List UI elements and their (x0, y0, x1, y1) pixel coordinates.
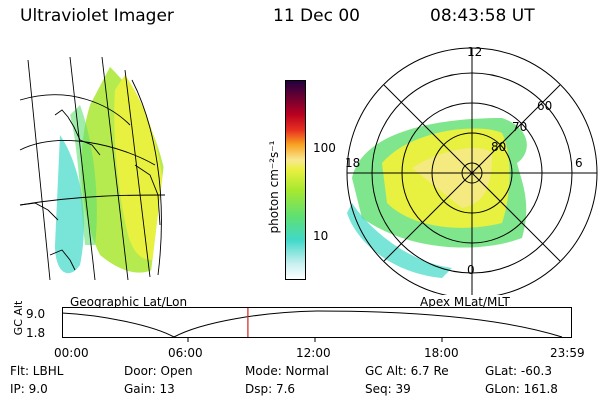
altitude-x-tick-1800: 18:00 (424, 346, 459, 360)
geo-panel-caption: Geographic Lat/Lon (70, 295, 188, 309)
seq-status: Seq: 39 (365, 382, 411, 396)
glon-status: GLon: 161.8 (485, 382, 558, 396)
geo-grid-lines (19, 56, 166, 281)
time-label: 08:43:58 UT (430, 6, 535, 26)
altitude-plot (62, 307, 572, 342)
altitude-y-title: GC Alt (12, 300, 25, 336)
colorbar-unit-label: photon cm⁻²s⁻¹ (267, 140, 281, 234)
altitude-y-tick-9: 9.0 (26, 307, 46, 321)
dsp-status: Dsp: 7.6 (245, 382, 296, 396)
mlt-label-12: 12 (467, 45, 483, 59)
colorbar-tick-100: 100 (313, 141, 336, 155)
mlt-label-0: 0 (467, 263, 475, 277)
instrument-title: Ultraviolet Imager (20, 6, 174, 26)
colorbar (285, 80, 306, 280)
mlat-label-80: 80 (491, 140, 507, 154)
altitude-curve (62, 310, 563, 338)
altitude-y-tick-1-8: 1.8 (26, 326, 46, 340)
mlt-label-18: 18 (345, 156, 361, 170)
door-status: Door: Open (124, 364, 193, 378)
ip-status: IP: 9.0 (10, 382, 48, 396)
date-label: 11 Dec 00 (273, 6, 360, 26)
mode-status: Mode: Normal (245, 364, 329, 378)
geographic-map-panel (19, 56, 166, 281)
colorbar-tick-10: 10 (313, 229, 329, 243)
gain-status: Gain: 13 (124, 382, 175, 396)
mlat-label-60: 60 (537, 99, 553, 113)
gc-alt-status: GC Alt: 6.7 Re (365, 364, 449, 378)
filter-status: Flt: LBHL (10, 364, 64, 378)
polar-panel-caption: Apex MLat/MLT (420, 295, 510, 309)
geo-aurora-image (55, 67, 165, 274)
polar-plot-panel (346, 47, 598, 295)
polar-grid (346, 47, 598, 295)
altitude-x-tick-0600: 06:00 (168, 346, 203, 360)
altitude-x-tick-2359: 23:59 (550, 346, 585, 360)
mlat-label-70: 70 (512, 120, 528, 134)
glat-status: GLat: -60.3 (485, 364, 552, 378)
altitude-x-tick-1200: 12:00 (296, 346, 331, 360)
altitude-x-tick-0000: 00:00 (54, 346, 89, 360)
mlt-label-6: 6 (575, 156, 583, 170)
